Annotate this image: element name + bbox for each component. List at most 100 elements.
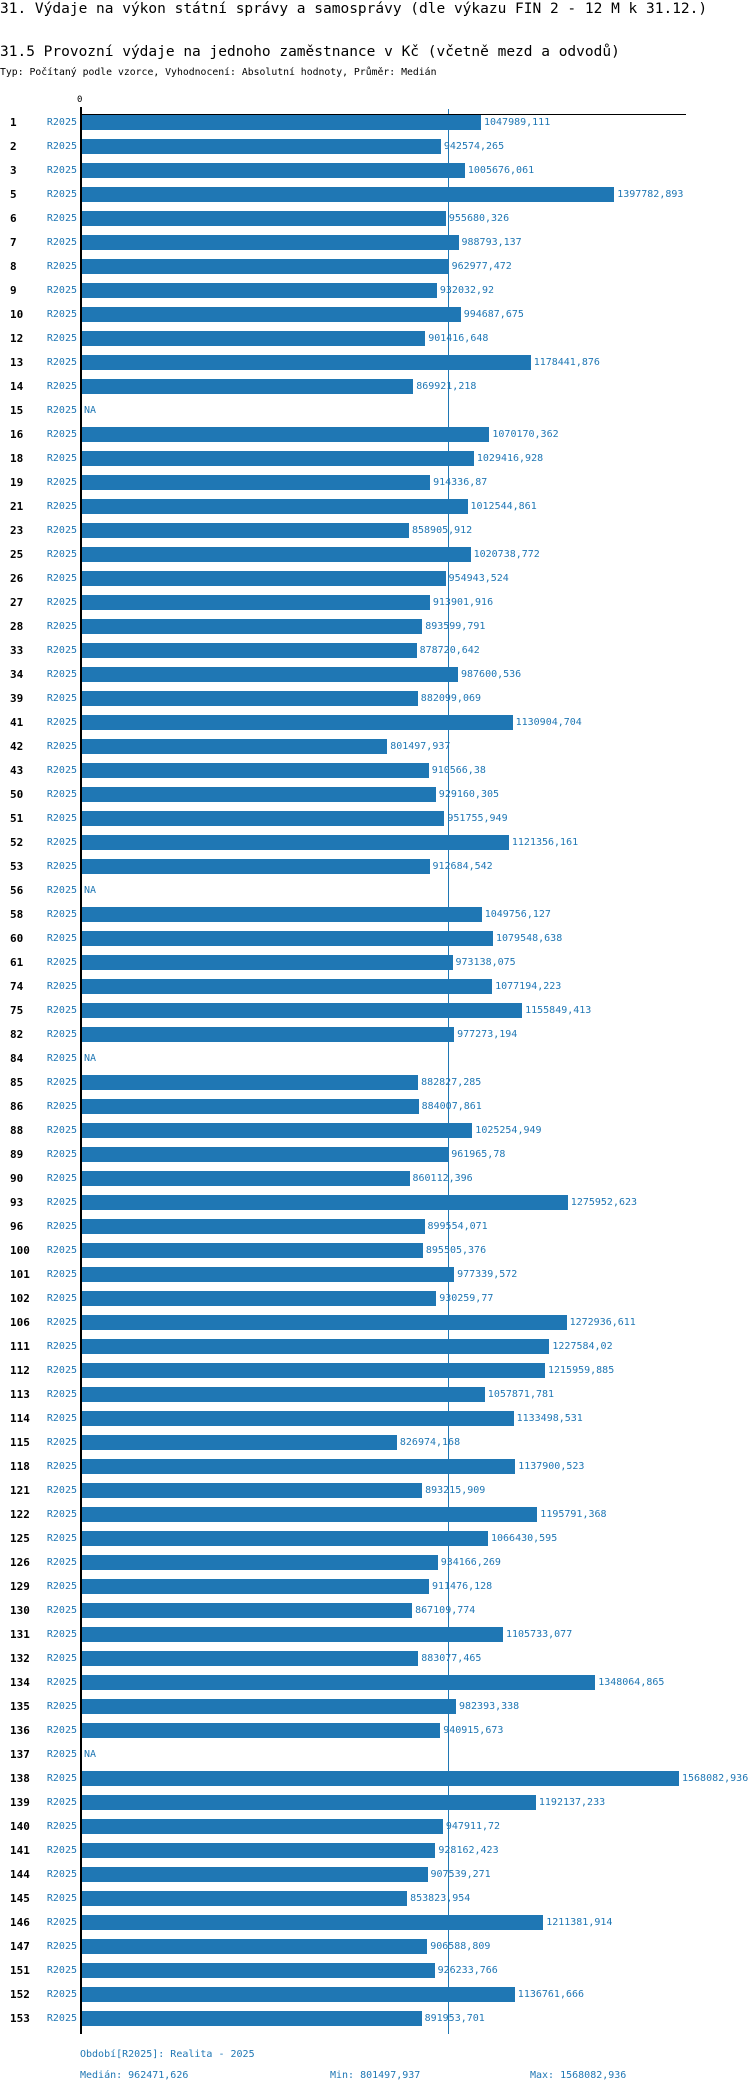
value-label: 901416,648 bbox=[428, 332, 489, 344]
row-number: 114 bbox=[10, 1411, 30, 1425]
bar bbox=[82, 1531, 488, 1546]
value-label: 962977,472 bbox=[451, 260, 512, 272]
series-label: R2025 bbox=[46, 716, 77, 728]
value-label: 1025254,949 bbox=[475, 1124, 542, 1136]
series-label: R2025 bbox=[46, 1124, 77, 1136]
row-number: 106 bbox=[10, 1315, 30, 1329]
value-label: 895505,376 bbox=[425, 1244, 487, 1256]
value-label: 930259,77 bbox=[439, 1292, 494, 1304]
bar bbox=[82, 835, 509, 850]
value-label: 907539,271 bbox=[430, 1868, 491, 1880]
bar bbox=[82, 1579, 429, 1594]
series-label: R2025 bbox=[46, 1292, 77, 1304]
value-label: 1215959,885 bbox=[548, 1364, 615, 1376]
series-label: R2025 bbox=[46, 332, 77, 344]
row-number: 118 bbox=[10, 1459, 30, 1473]
series-label: R2025 bbox=[46, 1724, 77, 1736]
row-number: 131 bbox=[10, 1627, 30, 1641]
series-label: R2025 bbox=[46, 668, 77, 680]
bar bbox=[82, 1675, 596, 1690]
series-label: R2025 bbox=[46, 1796, 77, 1808]
row-number: 145 bbox=[10, 1891, 30, 1905]
series-label: R2025 bbox=[46, 1556, 77, 1568]
bar bbox=[82, 1003, 523, 1018]
row-number: 82 bbox=[10, 1027, 24, 1041]
row-number: 138 bbox=[10, 1771, 30, 1785]
na-label: NA bbox=[84, 884, 97, 896]
row-number: 125 bbox=[10, 1531, 30, 1545]
series-label: R2025 bbox=[46, 140, 77, 152]
bar bbox=[82, 859, 430, 874]
row-number: 140 bbox=[10, 1819, 30, 1833]
bar bbox=[82, 1771, 679, 1786]
bar bbox=[82, 1435, 397, 1450]
series-label: R2025 bbox=[46, 380, 77, 392]
series-label: R2025 bbox=[46, 212, 77, 224]
series-label: R2025 bbox=[46, 284, 77, 296]
bar bbox=[82, 1099, 419, 1114]
bar bbox=[82, 1075, 419, 1090]
series-label: R2025 bbox=[46, 1868, 77, 1880]
series-label: R2025 bbox=[46, 596, 77, 608]
row-number: 50 bbox=[10, 787, 24, 801]
value-label: 951755,949 bbox=[447, 812, 508, 824]
bar bbox=[82, 763, 429, 778]
row-number: 112 bbox=[10, 1363, 30, 1377]
value-label: 913901,916 bbox=[432, 596, 494, 608]
row-number: 13 bbox=[10, 355, 24, 369]
series-label: R2025 bbox=[46, 1628, 77, 1640]
value-label: 961965,78 bbox=[451, 1148, 506, 1160]
series-label: R2025 bbox=[46, 1244, 77, 1256]
bar bbox=[82, 355, 531, 370]
value-label: 911476,128 bbox=[432, 1580, 493, 1592]
bar bbox=[82, 1603, 413, 1618]
row-number: 42 bbox=[10, 739, 24, 753]
row-number: 139 bbox=[10, 1795, 30, 1809]
bar bbox=[82, 1939, 428, 1954]
series-label: R2025 bbox=[46, 1820, 77, 1832]
series-label: R2025 bbox=[46, 1388, 77, 1400]
row-number: 100 bbox=[10, 1243, 30, 1257]
row-number: 15 bbox=[10, 403, 24, 417]
value-label: 982393,338 bbox=[459, 1700, 520, 1712]
value-label: 1136761,666 bbox=[517, 1988, 585, 2000]
series-label: R2025 bbox=[46, 764, 77, 776]
series-label: R2025 bbox=[46, 1892, 77, 1904]
value-label: 1275952,623 bbox=[570, 1196, 638, 1208]
value-label: 988793,137 bbox=[461, 236, 522, 248]
row-number: 61 bbox=[10, 955, 24, 969]
bar bbox=[82, 1483, 423, 1498]
bar bbox=[82, 1219, 425, 1234]
series-label: R2025 bbox=[46, 1508, 77, 1520]
value-label: 912684,542 bbox=[432, 860, 493, 872]
chart-subtitle: 31.5 Provozní výdaje na jednoho zaměstna… bbox=[0, 44, 620, 60]
series-label: R2025 bbox=[46, 1748, 77, 1760]
value-label: 883077,465 bbox=[421, 1652, 482, 1664]
bar bbox=[82, 1891, 408, 1906]
value-label: 1130904,704 bbox=[515, 716, 582, 728]
series-label: R2025 bbox=[46, 2012, 77, 2024]
value-label: 1066430,595 bbox=[491, 1532, 558, 1544]
series-label: R2025 bbox=[46, 476, 77, 488]
value-label: 893599,791 bbox=[425, 620, 486, 632]
row-number: 25 bbox=[10, 547, 24, 561]
bar bbox=[82, 1267, 455, 1282]
row-number: 121 bbox=[10, 1483, 30, 1497]
row-number: 144 bbox=[10, 1867, 30, 1881]
series-label: R2025 bbox=[46, 620, 77, 632]
series-label: R2025 bbox=[46, 1004, 77, 1016]
series-label: R2025 bbox=[46, 644, 77, 656]
bar bbox=[82, 235, 459, 250]
value-label: 977339,572 bbox=[457, 1268, 518, 1280]
value-label: 932032,92 bbox=[439, 284, 495, 296]
value-label: 1227584,02 bbox=[552, 1340, 613, 1352]
value-label: 1057871,781 bbox=[487, 1388, 555, 1400]
bar bbox=[82, 1819, 443, 1834]
series-label: R2025 bbox=[46, 404, 77, 416]
bar bbox=[82, 427, 490, 442]
value-label: 882827,285 bbox=[421, 1076, 482, 1088]
series-label: R2025 bbox=[46, 236, 77, 248]
value-label: 940915,673 bbox=[443, 1724, 504, 1736]
series-label: R2025 bbox=[46, 1196, 77, 1208]
bar bbox=[82, 307, 461, 322]
